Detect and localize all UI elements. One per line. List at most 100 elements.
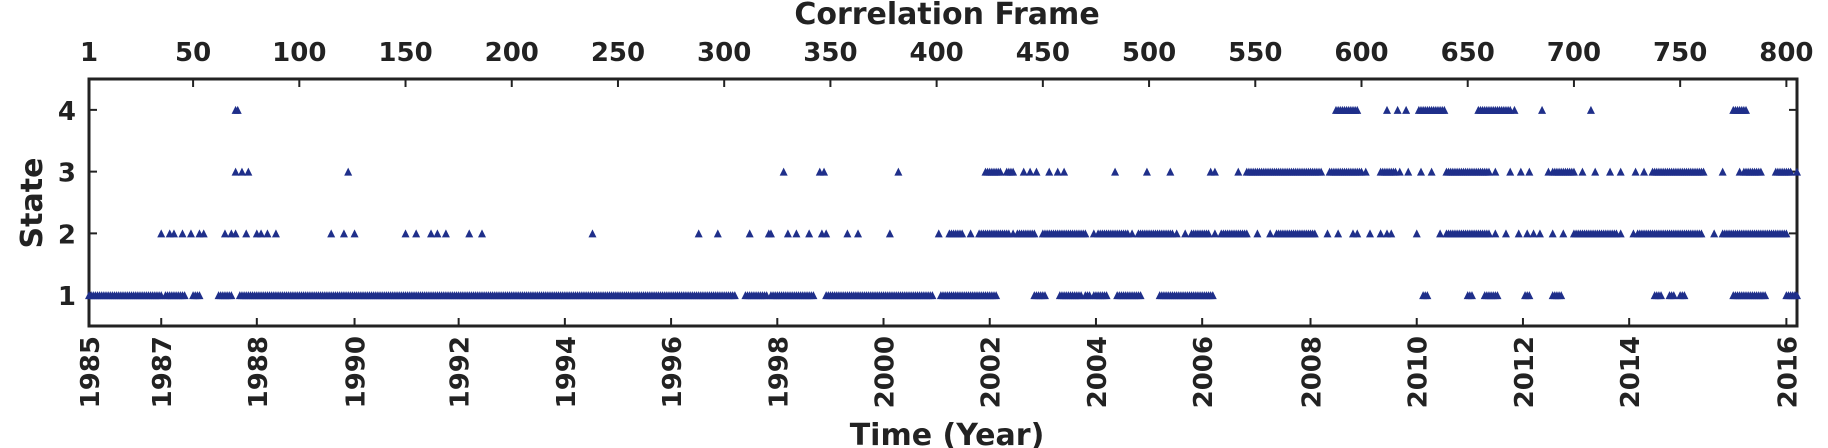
state-3-marker xyxy=(1317,167,1326,176)
state-2-marker xyxy=(478,229,487,238)
y-axis: 1 2 3 4 xyxy=(58,97,1797,312)
state-3-marker xyxy=(231,167,240,176)
state-2-marker xyxy=(783,229,792,238)
state-3-marker xyxy=(1053,167,1062,176)
state-1-marker xyxy=(227,291,236,300)
state-2-marker xyxy=(1353,229,1362,238)
state-3-marker xyxy=(1735,167,1744,176)
state-2-marker xyxy=(199,229,208,238)
bottom-tick-label: 1994 xyxy=(552,336,582,408)
state-1-marker xyxy=(1423,291,1432,300)
state-1-marker xyxy=(1040,291,1049,300)
state-3-marker xyxy=(1793,167,1801,176)
state-3-marker xyxy=(237,167,246,176)
bottom-tick-label: 2012 xyxy=(1510,336,1540,408)
state-1-marker xyxy=(195,291,204,300)
state-2-marker xyxy=(1310,229,1319,238)
state-1-marker xyxy=(180,291,189,300)
state-2-marker xyxy=(1366,229,1374,238)
top-tick-label: 350 xyxy=(803,38,857,68)
state-2-marker xyxy=(220,229,229,238)
top-tick-label: 800 xyxy=(1759,38,1813,68)
state-2-marker xyxy=(257,229,266,238)
state-2-marker xyxy=(433,229,442,238)
state-2-marker xyxy=(1181,229,1190,238)
top-tick-label: 600 xyxy=(1334,38,1388,68)
bottom-tick-label: 1998 xyxy=(764,336,794,408)
state-3-marker xyxy=(1506,167,1515,176)
bottom-tick-label: 1988 xyxy=(244,336,274,408)
top-tick-label: 550 xyxy=(1228,38,1282,68)
state-2-marker xyxy=(1172,229,1181,238)
state-3-marker xyxy=(1491,167,1500,176)
state-1-marker xyxy=(1525,291,1534,300)
y-tick-label: 2 xyxy=(58,220,76,250)
state-2-marker xyxy=(271,229,280,238)
state-3-marker xyxy=(1166,167,1175,176)
state-3-marker xyxy=(894,167,903,176)
state-3-marker xyxy=(996,167,1005,176)
state-3-marker xyxy=(1786,167,1795,176)
top-tick-label: 150 xyxy=(378,38,432,68)
state-2-marker xyxy=(792,229,801,238)
bottom-tick-label: 1987 xyxy=(148,336,178,408)
top-tick-label: 250 xyxy=(591,38,645,68)
state-2-marker xyxy=(1134,229,1143,238)
state-2-marker xyxy=(1535,229,1544,238)
state-3-marker xyxy=(344,167,353,176)
state-2-marker xyxy=(242,229,251,238)
bottom-tick-label: 1990 xyxy=(342,336,372,408)
state-4-marker xyxy=(1393,105,1402,114)
bottom-tick-label: 2014 xyxy=(1616,336,1646,408)
state-3-marker xyxy=(1516,167,1525,176)
state-3-marker xyxy=(1591,167,1600,176)
state-3-marker xyxy=(1234,167,1243,176)
state-3-marker xyxy=(1699,167,1708,176)
state-3-marker xyxy=(1484,167,1493,176)
state-3-marker xyxy=(1525,167,1534,176)
state-1-marker xyxy=(1793,291,1801,300)
state-2-marker xyxy=(1629,229,1638,238)
top-axis: 1 50 100 150 200 250 300 350 400 450 500 550 600 650 7… xyxy=(80,38,1814,87)
state-3-marker xyxy=(1142,167,1151,176)
state-2-marker xyxy=(1501,229,1510,238)
state-2-marker xyxy=(339,229,348,238)
top-axis-title: Correlation Frame xyxy=(794,0,1099,32)
state-2-marker xyxy=(178,229,187,238)
state-3-marker xyxy=(244,167,253,176)
state-2-marker xyxy=(958,229,967,238)
state-4-marker xyxy=(1382,105,1391,114)
state-2-marker xyxy=(694,229,703,238)
bottom-axis-title: Time (Year) xyxy=(850,418,1045,448)
top-tick-label: 450 xyxy=(1016,38,1070,68)
state-3-marker xyxy=(1569,167,1578,176)
state-2-marker xyxy=(1523,229,1532,238)
state-3-marker xyxy=(1427,167,1436,176)
state-2-marker xyxy=(1323,229,1332,238)
state-2-marker xyxy=(1559,229,1568,238)
state-2-marker xyxy=(1081,229,1090,238)
state-2-marker xyxy=(1484,229,1493,238)
bottom-axis: 1985 1987 1988 1990 1992 1994 1996 1998 2000 2002… xyxy=(76,318,1803,408)
state-2-marker xyxy=(1491,229,1500,238)
state-2-marker xyxy=(169,229,178,238)
state-3-marker xyxy=(1026,167,1035,176)
y-tick-label: 3 xyxy=(58,159,76,189)
state-2-marker xyxy=(966,229,975,238)
state-2-marker xyxy=(843,229,852,238)
state-2-marker xyxy=(1514,229,1523,238)
bottom-tick-label: 2010 xyxy=(1404,336,1434,408)
state-3-marker xyxy=(1032,167,1041,176)
state-1-marker xyxy=(1761,291,1770,300)
state-4-marker xyxy=(1402,105,1411,114)
state-3-marker xyxy=(1578,167,1587,176)
state-2-marker xyxy=(934,229,943,238)
state-4-marker xyxy=(1538,105,1547,114)
top-tick-label: 700 xyxy=(1547,38,1601,68)
state-2-marker xyxy=(186,229,195,238)
state-2-marker xyxy=(1436,229,1445,238)
state-2-marker xyxy=(350,229,359,238)
bottom-tick-label: 1992 xyxy=(446,336,476,408)
state-3-marker xyxy=(1718,167,1727,176)
